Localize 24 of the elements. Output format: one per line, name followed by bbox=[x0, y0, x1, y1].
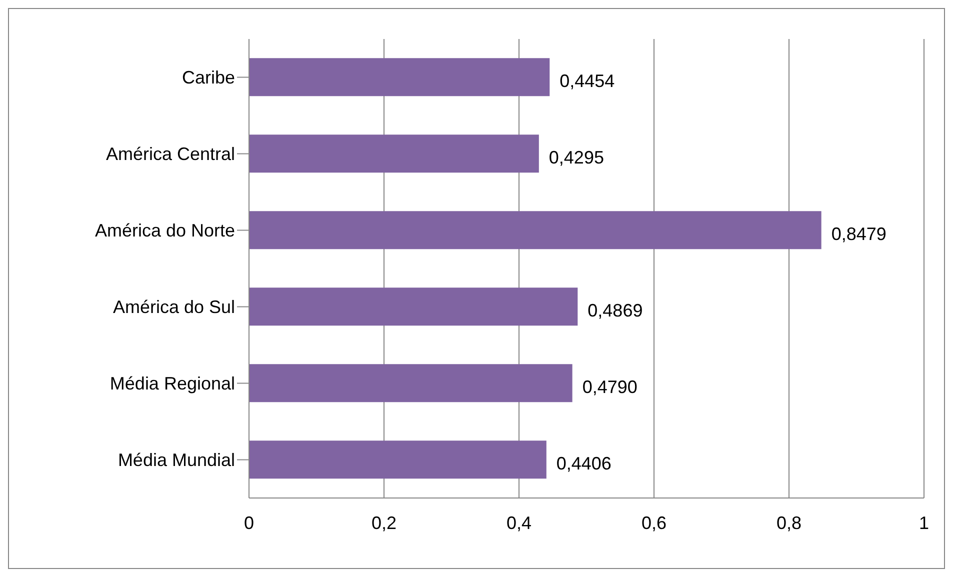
x-tick-label: 0,8 bbox=[776, 512, 802, 533]
data-label: 0,4406 bbox=[556, 454, 612, 474]
data-label: 0,4454 bbox=[560, 71, 615, 92]
x-tick-label: 0,2 bbox=[371, 512, 397, 533]
bar bbox=[249, 288, 578, 326]
bar bbox=[249, 364, 572, 402]
data-label: 0,4869 bbox=[588, 300, 643, 321]
y-tick-label: Média Regional bbox=[110, 374, 235, 394]
bar bbox=[249, 134, 539, 173]
bar bbox=[249, 440, 546, 479]
bar bbox=[249, 211, 822, 250]
x-tick-label: 0,4 bbox=[506, 512, 532, 533]
data-label: 0,4295 bbox=[548, 148, 604, 168]
y-tick-label: América Central bbox=[106, 144, 235, 164]
y-tick-label: Caribe bbox=[182, 68, 235, 88]
data-label: 0,4790 bbox=[582, 377, 638, 398]
y-tick-label: América do Sul bbox=[112, 297, 235, 318]
bar bbox=[249, 58, 550, 96]
data-label: 0,8479 bbox=[831, 224, 886, 244]
x-tick-label: 1 bbox=[918, 512, 930, 533]
y-tick-label: Média Mundial bbox=[118, 450, 235, 470]
x-tick-label: 0 bbox=[244, 512, 254, 533]
x-tick-label: 0,6 bbox=[641, 512, 667, 533]
y-tick-label: América do Norte bbox=[94, 220, 235, 241]
